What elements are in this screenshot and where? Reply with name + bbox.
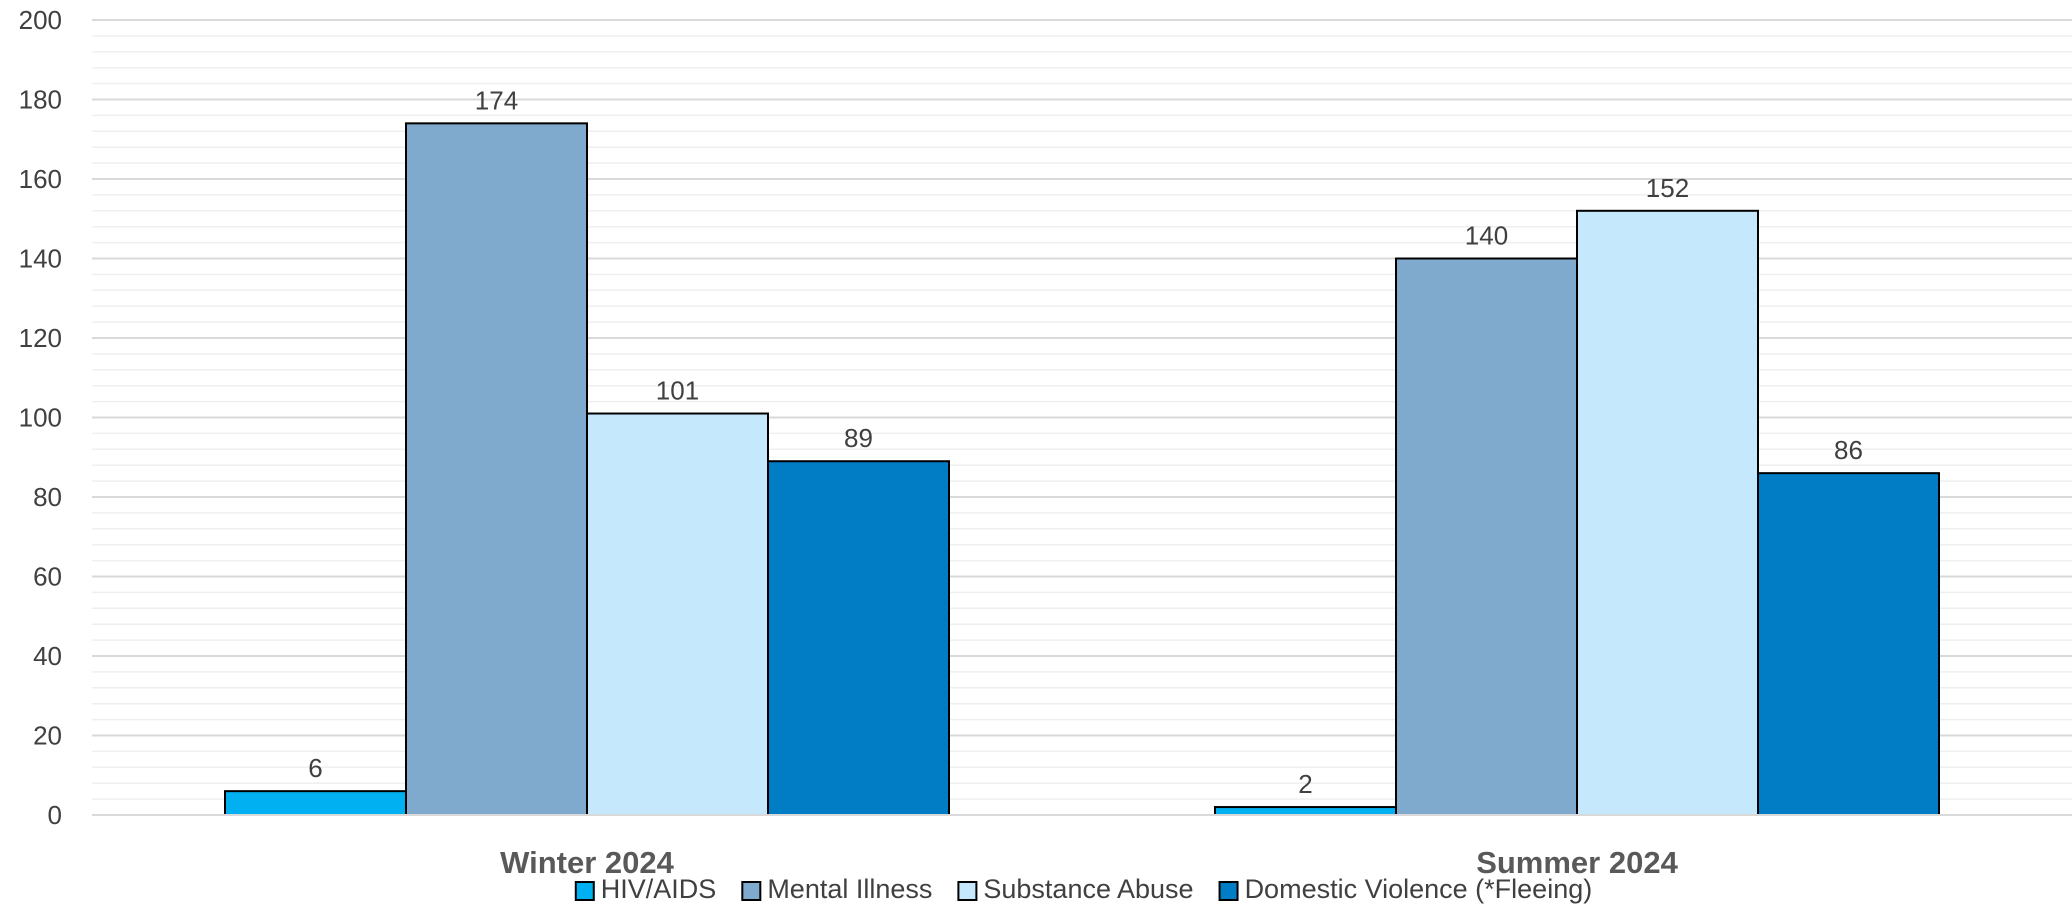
category-label: Winter 2024 [500, 845, 674, 880]
legend-swatch [741, 881, 762, 901]
y-tick-label: 60 [33, 562, 62, 592]
y-tick-label: 100 [19, 403, 62, 433]
bar [1214, 806, 1397, 816]
legend-label: Mental Illness [767, 874, 932, 904]
legend-swatch [1218, 881, 1239, 901]
data-label: 101 [656, 376, 699, 406]
y-tick-label: 0 [48, 800, 62, 830]
y-tick-label: 40 [33, 641, 62, 671]
legend-swatch [574, 881, 595, 901]
legend-swatch [957, 881, 978, 901]
data-label: 152 [1646, 173, 1689, 203]
legend-item: Mental Illness [741, 874, 932, 904]
legend-item: Substance Abuse [957, 874, 1194, 904]
y-tick-label: 80 [33, 482, 62, 512]
y-tick-label: 160 [19, 164, 62, 194]
legend-label: HIV/AIDS [601, 874, 717, 904]
y-tick-label: 200 [19, 5, 62, 35]
y-tick-label: 20 [33, 721, 62, 751]
bar [586, 412, 769, 816]
bar [1757, 472, 1940, 816]
y-axis-tick-labels: 0 20 40 60 80 100 120 140 160 180 200 [19, 5, 62, 830]
legend-label: Substance Abuse [983, 874, 1193, 904]
data-label: 140 [1465, 221, 1508, 251]
legend: HIV/AIDS Mental Illness Substance Abuse Dom… [574, 874, 1593, 904]
data-label: 6 [308, 753, 322, 783]
y-tick-label: 180 [19, 85, 62, 115]
bars [224, 122, 1940, 817]
bar [405, 122, 588, 817]
bar [1395, 257, 1578, 816]
y-tick-label: 120 [19, 323, 62, 353]
legend-label: Domestic Violence (*Fleeing) [1245, 874, 1593, 904]
category-labels: Winter 2024 Summer 2024 [500, 845, 1678, 880]
data-label: 2 [1298, 769, 1312, 799]
legend-item: Domestic Violence (*Fleeing) [1218, 874, 1593, 904]
data-label: 89 [844, 423, 873, 453]
data-label: 174 [475, 85, 518, 115]
bar [767, 460, 950, 816]
data-labels: 6 174 101 89 2 140 152 86 [308, 85, 1863, 799]
bar [224, 790, 407, 817]
legend-item: HIV/AIDS [574, 874, 717, 904]
category-label: Summer 2024 [1476, 845, 1678, 880]
bar [1576, 209, 1759, 817]
y-tick-label: 140 [19, 244, 62, 274]
data-label: 86 [1834, 435, 1863, 465]
